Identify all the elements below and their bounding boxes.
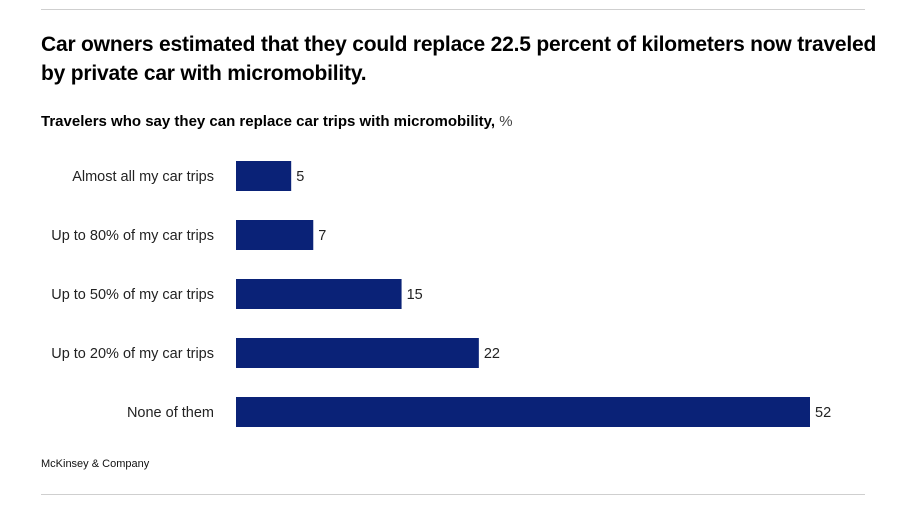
category-label: Up to 50% of my car trips <box>51 287 214 303</box>
bars-layer: Almost all my car trips 5 Up to 80% of my … <box>51 161 831 427</box>
value-label: 7 <box>318 228 326 244</box>
bar <box>236 220 314 250</box>
top-divider <box>41 9 865 10</box>
chart-headline: Car owners estimated that they could rep… <box>41 33 877 85</box>
value-label: 5 <box>296 169 304 185</box>
subtitle-text: Travelers who say they can replace car t… <box>41 113 496 130</box>
bar <box>236 161 292 191</box>
category-label: None of them <box>127 405 214 421</box>
chart-subtitle: Travelers who say they can replace car t… <box>41 113 513 130</box>
category-label: Up to 20% of my car trips <box>51 346 214 362</box>
source-credit: McKinsey & Company <box>41 458 150 470</box>
bar <box>236 397 810 427</box>
value-label: 22 <box>484 346 500 362</box>
bottom-divider <box>41 494 865 495</box>
value-label: 15 <box>407 287 423 303</box>
category-label: Almost all my car trips <box>72 169 214 185</box>
bar <box>236 279 402 309</box>
bar-chart: Almost all my car trips 5 Up to 80% of my … <box>51 161 831 427</box>
bar <box>236 338 479 368</box>
value-label: 52 <box>815 405 831 421</box>
subtitle-unit: % <box>499 113 513 130</box>
category-label: Up to 80% of my car trips <box>51 228 214 244</box>
